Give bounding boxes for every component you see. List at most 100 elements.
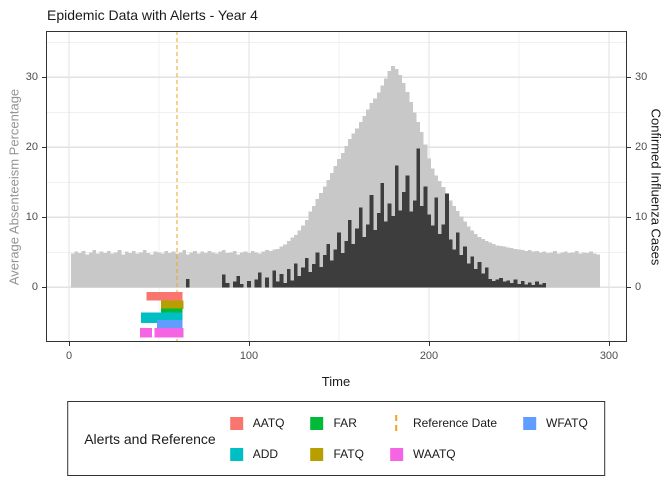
influenza-bar bbox=[488, 278, 493, 288]
absenteeism-bar bbox=[528, 250, 532, 288]
x-tick-label: 100 bbox=[239, 350, 259, 362]
legend-entry-reference-date: Reference Date bbox=[390, 415, 497, 431]
absenteeism-bar bbox=[315, 199, 320, 288]
influenza-bar bbox=[402, 192, 406, 288]
alert-bar-waatq bbox=[154, 327, 184, 338]
absenteeism-bar bbox=[506, 247, 511, 288]
influenza-bar bbox=[474, 269, 478, 288]
influenza-bar bbox=[524, 284, 529, 288]
legend-key-swatch bbox=[229, 447, 243, 461]
y-right-tick-mark bbox=[627, 286, 631, 288]
influenza-bar bbox=[232, 281, 237, 288]
influenza-bar bbox=[463, 246, 467, 288]
absenteeism-bar bbox=[229, 252, 233, 288]
absenteeism-bar bbox=[553, 250, 557, 288]
legend-entry-aatq: AATQ bbox=[229, 416, 285, 430]
absenteeism-bar bbox=[474, 234, 478, 288]
x-tick-mark bbox=[428, 342, 430, 346]
absenteeism-bar bbox=[207, 250, 212, 288]
legend-entry-label: FAR bbox=[333, 416, 357, 430]
absenteeism-bar bbox=[319, 192, 323, 288]
legend-entry-label: AATQ bbox=[252, 416, 285, 430]
influenza-bar bbox=[225, 283, 230, 288]
alert-bar-wfatq bbox=[157, 320, 183, 330]
absenteeism-bar bbox=[290, 237, 295, 288]
absenteeism-bar bbox=[294, 234, 298, 288]
influenza-bar bbox=[412, 200, 417, 288]
influenza-bar bbox=[276, 281, 280, 288]
absenteeism-bar bbox=[330, 173, 334, 288]
alert-bar-add bbox=[141, 312, 183, 323]
influenza-bar bbox=[535, 281, 539, 288]
influenza-bar bbox=[247, 281, 251, 288]
alert-bar-far bbox=[160, 308, 183, 316]
absenteeism-bar bbox=[412, 112, 417, 288]
absenteeism-bar bbox=[513, 248, 518, 288]
absenteeism-bar bbox=[124, 251, 129, 288]
x-axis-title: Time bbox=[321, 374, 351, 389]
absenteeism-bar bbox=[589, 251, 593, 288]
absenteeism-bar bbox=[549, 252, 554, 288]
influenza-bar bbox=[495, 279, 500, 288]
absenteeism-bar bbox=[466, 226, 471, 288]
absenteeism-bar bbox=[276, 248, 280, 288]
absenteeism-bar bbox=[337, 159, 341, 288]
legend-entries: AATQ ADD FAR FATQ Reference Date WAATQ WFATQ bbox=[229, 415, 588, 462]
absenteeism-bar bbox=[333, 166, 338, 288]
absenteeism-bar bbox=[502, 246, 507, 288]
absenteeism-bar bbox=[348, 138, 352, 288]
influenza-bar bbox=[283, 283, 287, 288]
alert-bar-aatq bbox=[146, 292, 183, 301]
influenza-bar bbox=[294, 263, 298, 288]
absenteeism-bar bbox=[279, 246, 284, 288]
absenteeism-bar bbox=[517, 249, 521, 288]
influenza-bar bbox=[333, 249, 338, 288]
absenteeism-bar bbox=[488, 242, 493, 288]
y-right-tick-label: 20 bbox=[635, 141, 648, 154]
absenteeism-bar bbox=[272, 249, 277, 288]
absenteeism-bar bbox=[358, 122, 363, 288]
plot-area-svg bbox=[46, 31, 627, 342]
influenza-bar bbox=[297, 276, 302, 288]
chart-title: Epidemic Data with Alerts - Year 4 bbox=[47, 7, 258, 23]
influenza-bar bbox=[355, 228, 359, 288]
legend-key-swatch bbox=[310, 416, 324, 430]
absenteeism-bar bbox=[139, 252, 143, 288]
absenteeism-bar bbox=[556, 253, 561, 288]
y-left-tick-label: 10 bbox=[25, 211, 38, 224]
absenteeism-bar bbox=[121, 254, 125, 288]
absenteeism-bar bbox=[567, 253, 572, 288]
absenteeism-bar bbox=[477, 236, 482, 288]
absenteeism-bar bbox=[499, 246, 503, 288]
absenteeism-bar bbox=[146, 253, 151, 288]
influenza-bar bbox=[531, 285, 536, 288]
influenza-bar bbox=[290, 280, 295, 288]
legend-entry-fatq: FATQ bbox=[310, 447, 364, 461]
absenteeism-bar bbox=[164, 250, 169, 288]
influenza-bar bbox=[387, 203, 392, 288]
influenza-bar bbox=[286, 269, 291, 288]
influenza-bar bbox=[434, 197, 439, 288]
absenteeism-bar bbox=[283, 244, 287, 288]
absenteeism-bar bbox=[142, 250, 147, 288]
x-tick-mark bbox=[248, 342, 250, 346]
influenza-bar bbox=[513, 279, 518, 288]
influenza-bar bbox=[348, 220, 352, 288]
absenteeism-bar bbox=[99, 251, 104, 288]
influenza-bar bbox=[499, 278, 503, 288]
legend-entry-label: WAATQ bbox=[412, 447, 456, 461]
influenza-bar bbox=[236, 276, 241, 288]
influenza-bar bbox=[459, 255, 464, 288]
y-left-tick-mark bbox=[42, 146, 46, 148]
panel-border bbox=[46, 31, 627, 342]
absenteeism-bar bbox=[232, 250, 237, 288]
influenza-bar bbox=[416, 148, 421, 288]
absenteeism-bar bbox=[74, 251, 79, 288]
influenza-bar bbox=[344, 241, 349, 288]
absenteeism-bar bbox=[362, 115, 367, 288]
influenza-bar bbox=[315, 252, 320, 288]
absenteeism-bar bbox=[582, 252, 586, 288]
absenteeism-bar bbox=[240, 252, 244, 288]
absenteeism-bar bbox=[495, 245, 500, 288]
influenza-bar bbox=[373, 229, 377, 288]
